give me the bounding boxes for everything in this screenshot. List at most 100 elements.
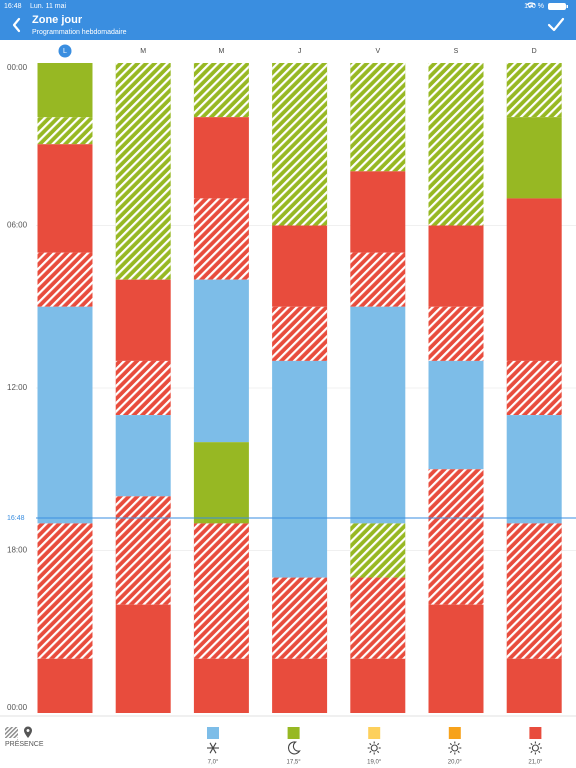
segment-hatch <box>428 63 484 226</box>
schedule-segment <box>506 523 562 659</box>
segment-hatch <box>350 577 406 659</box>
today-marker <box>58 44 72 58</box>
segment-hatch <box>115 63 171 280</box>
header-bar <box>0 0 576 40</box>
legend-icon <box>528 741 542 755</box>
segment-fill <box>272 360 328 578</box>
time-label: 18:00 <box>7 546 28 555</box>
presence-label: PRÉSENCE <box>5 739 44 748</box>
segment-fill <box>350 171 406 253</box>
legend-label: 19,0° <box>367 760 382 766</box>
presence-pin-icon <box>24 726 32 738</box>
sun-ray <box>449 750 453 753</box>
schedule-segment <box>428 469 484 605</box>
schedule-segment <box>193 117 249 199</box>
segment-hatch <box>272 63 328 226</box>
schedule-segment <box>37 144 93 253</box>
segment-fill <box>350 306 406 524</box>
schedule-segment <box>350 171 406 253</box>
schedule-segment <box>272 306 328 361</box>
schedule-segment <box>115 360 171 416</box>
segment-fill <box>37 144 93 253</box>
schedule-segment <box>350 658 406 713</box>
legend-label: 21,0° <box>528 760 543 766</box>
schedule-segment <box>428 306 484 361</box>
segment-hatch <box>272 306 328 361</box>
schedule-segment <box>37 658 93 713</box>
status-time: 16:48 <box>4 3 22 10</box>
legend-swatch <box>529 727 542 739</box>
schedule-segment <box>350 306 406 524</box>
schedule-segment <box>428 63 484 226</box>
confirm-button[interactable] <box>547 17 565 32</box>
segment-hatch <box>350 523 406 578</box>
segment-hatch <box>428 469 484 605</box>
legend-swatch <box>207 727 219 739</box>
schedule-segment <box>37 523 93 659</box>
segment-fill <box>115 279 171 361</box>
time-label: 00:00 <box>7 703 28 712</box>
legend-swatch <box>287 727 300 739</box>
back-button[interactable] <box>12 17 21 33</box>
schedule-segment <box>350 523 406 578</box>
schedule-segment <box>506 63 562 118</box>
segment-fill <box>193 658 249 713</box>
day-label: J <box>298 48 302 55</box>
schedule-segment <box>272 577 328 659</box>
day-label: M <box>218 48 224 55</box>
segment-fill <box>37 658 93 713</box>
segment-hatch <box>37 523 93 659</box>
moon-shape <box>287 741 301 755</box>
day-label: D <box>532 48 537 55</box>
sun-ray <box>369 743 372 746</box>
segment-fill <box>272 225 328 307</box>
segment-hatch <box>506 360 562 416</box>
schedule-segment <box>272 63 328 226</box>
schedule-segment <box>272 658 328 713</box>
segment-fill <box>193 279 249 443</box>
segment-fill <box>37 63 93 118</box>
segment-hatch <box>193 523 249 659</box>
segment-fill <box>115 415 171 497</box>
snow-arm <box>209 742 217 754</box>
segment-hatch <box>193 198 249 280</box>
legend-label: 17,5° <box>287 760 302 766</box>
schedule-segment <box>193 63 249 118</box>
battery-icon <box>548 3 568 10</box>
schedule-segment <box>193 658 249 713</box>
segment-fill <box>506 198 562 361</box>
now-label: 16:48 <box>7 515 25 522</box>
sun-core <box>451 744 459 752</box>
schedule-segment <box>428 225 484 307</box>
segment-hatch <box>350 252 406 307</box>
time-label: 12:00 <box>7 383 28 392</box>
legend-label: 7,0° <box>208 760 219 766</box>
segment-hatch <box>272 577 328 659</box>
sun-ray <box>457 743 460 746</box>
segment-fill <box>506 658 562 713</box>
legend-icon <box>367 741 381 755</box>
sun-ray <box>449 743 453 746</box>
schedule-segment <box>272 225 328 307</box>
wifi-icon <box>526 2 536 8</box>
schedule-segment <box>272 360 328 578</box>
segment-fill <box>428 604 484 713</box>
schedule-segment <box>115 63 171 280</box>
header-title: Zone jour <box>32 14 83 26</box>
schedule-segment <box>115 279 171 361</box>
schedule-segment <box>115 415 171 497</box>
schedule-segment <box>37 306 93 524</box>
schedule-segment <box>115 496 171 605</box>
segment-fill <box>506 415 562 524</box>
legend-swatch <box>448 727 461 739</box>
legend-icon <box>287 741 301 755</box>
schedule-segment <box>428 604 484 713</box>
segment-hatch <box>506 523 562 659</box>
sun-ray <box>538 743 541 746</box>
segment-fill <box>193 442 249 524</box>
sun-ray <box>530 750 533 753</box>
day-label: M <box>140 48 146 55</box>
day-label: S <box>454 48 459 55</box>
schedule-segment <box>37 63 93 118</box>
